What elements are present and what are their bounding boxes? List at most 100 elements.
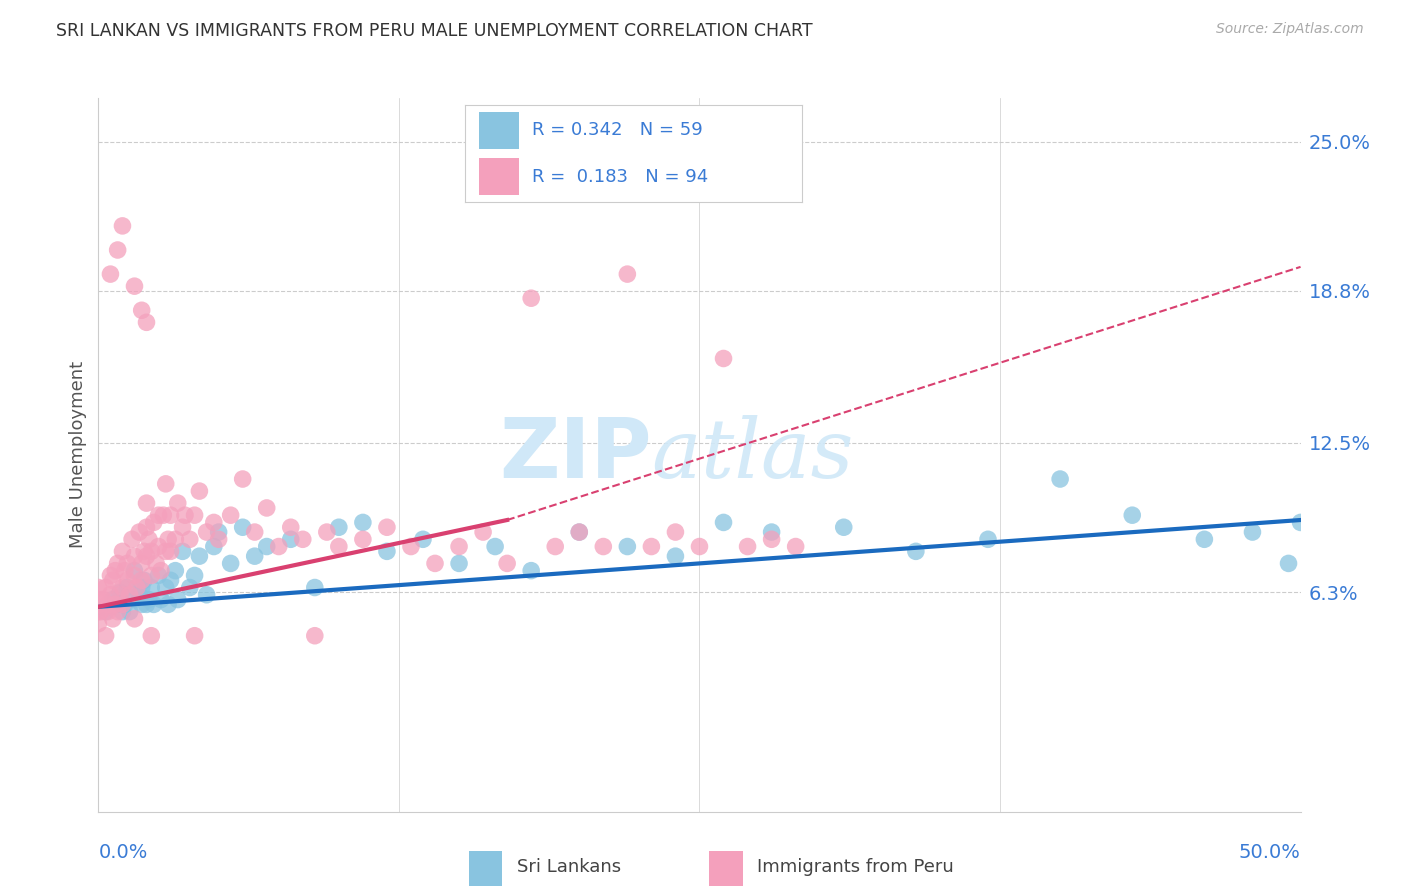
Point	[138, 592, 160, 607]
Point	[188, 484, 211, 499]
Point	[135, 315, 157, 329]
Text: SRI LANKAN VS IMMIGRANTS FROM PERU MALE UNEMPLOYMENT CORRELATION CHART: SRI LANKAN VS IMMIGRANTS FROM PERU MALE …	[56, 22, 813, 40]
Point	[183, 508, 205, 523]
Point	[352, 516, 374, 530]
Point	[280, 533, 302, 547]
Point	[108, 585, 131, 599]
Point	[1277, 557, 1299, 571]
Point	[125, 581, 148, 595]
Point	[832, 520, 855, 534]
Point	[104, 564, 127, 578]
Point	[484, 540, 506, 554]
Point	[243, 524, 266, 539]
Point	[101, 592, 124, 607]
Point	[94, 605, 117, 619]
Point	[135, 496, 157, 510]
Point	[90, 605, 112, 619]
Point	[165, 533, 187, 547]
Point	[100, 588, 122, 602]
Text: ZIP: ZIP	[499, 415, 651, 495]
Point	[118, 588, 141, 602]
Point	[304, 629, 326, 643]
Point	[195, 588, 218, 602]
Point	[592, 540, 614, 554]
Point	[117, 557, 139, 571]
Point	[447, 557, 470, 571]
Point	[111, 605, 134, 619]
Point	[267, 540, 290, 554]
Point	[124, 612, 146, 626]
Point	[100, 267, 122, 281]
Point	[118, 605, 141, 619]
Point	[202, 516, 225, 530]
Point	[520, 564, 543, 578]
Y-axis label: Male Unemployment: Male Unemployment	[69, 361, 87, 549]
Point	[138, 533, 160, 547]
Point	[87, 581, 110, 595]
Point	[142, 516, 165, 530]
Point	[664, 549, 686, 564]
Point	[149, 564, 172, 578]
Point	[91, 592, 114, 607]
Point	[141, 581, 163, 595]
Point	[159, 508, 181, 523]
Point	[689, 540, 711, 554]
Point	[977, 533, 1000, 547]
Point	[108, 588, 131, 602]
Point	[520, 291, 543, 305]
Point	[616, 540, 638, 554]
Point	[101, 612, 124, 626]
Point	[243, 549, 266, 564]
Point	[121, 533, 143, 547]
Point	[104, 598, 127, 612]
Point	[107, 605, 129, 619]
Point	[761, 533, 783, 547]
Text: 0.0%: 0.0%	[98, 843, 148, 862]
Point	[155, 544, 177, 558]
Point	[183, 629, 205, 643]
Point	[195, 524, 218, 539]
Point	[1241, 524, 1264, 539]
Point	[904, 544, 927, 558]
Point	[352, 533, 374, 547]
Point	[135, 598, 157, 612]
Point	[280, 520, 302, 534]
Point	[568, 524, 591, 539]
Point	[111, 219, 134, 233]
Point	[472, 524, 495, 539]
Point	[114, 564, 136, 578]
Point	[159, 544, 181, 558]
Point	[132, 544, 155, 558]
Point	[423, 557, 446, 571]
Point	[219, 508, 242, 523]
Point	[124, 549, 146, 564]
Text: 50.0%: 50.0%	[1239, 843, 1301, 862]
Point	[232, 472, 254, 486]
Point	[94, 629, 117, 643]
Point	[399, 540, 422, 554]
Point	[315, 524, 337, 539]
Point	[87, 598, 110, 612]
Point	[713, 516, 735, 530]
Point	[304, 581, 326, 595]
Point	[737, 540, 759, 554]
Point	[328, 540, 350, 554]
Point	[124, 279, 146, 293]
Point	[135, 520, 157, 534]
Point	[713, 351, 735, 366]
Point	[256, 540, 278, 554]
Point	[145, 557, 167, 571]
Point	[256, 500, 278, 515]
Point	[664, 524, 686, 539]
Point	[131, 581, 153, 595]
Point	[149, 592, 172, 607]
Point	[131, 598, 153, 612]
Point	[152, 508, 174, 523]
Point	[1049, 472, 1071, 486]
Point	[131, 303, 153, 318]
Point	[616, 267, 638, 281]
Point	[107, 598, 129, 612]
Point	[208, 533, 231, 547]
Point	[114, 598, 136, 612]
Point	[131, 574, 153, 588]
